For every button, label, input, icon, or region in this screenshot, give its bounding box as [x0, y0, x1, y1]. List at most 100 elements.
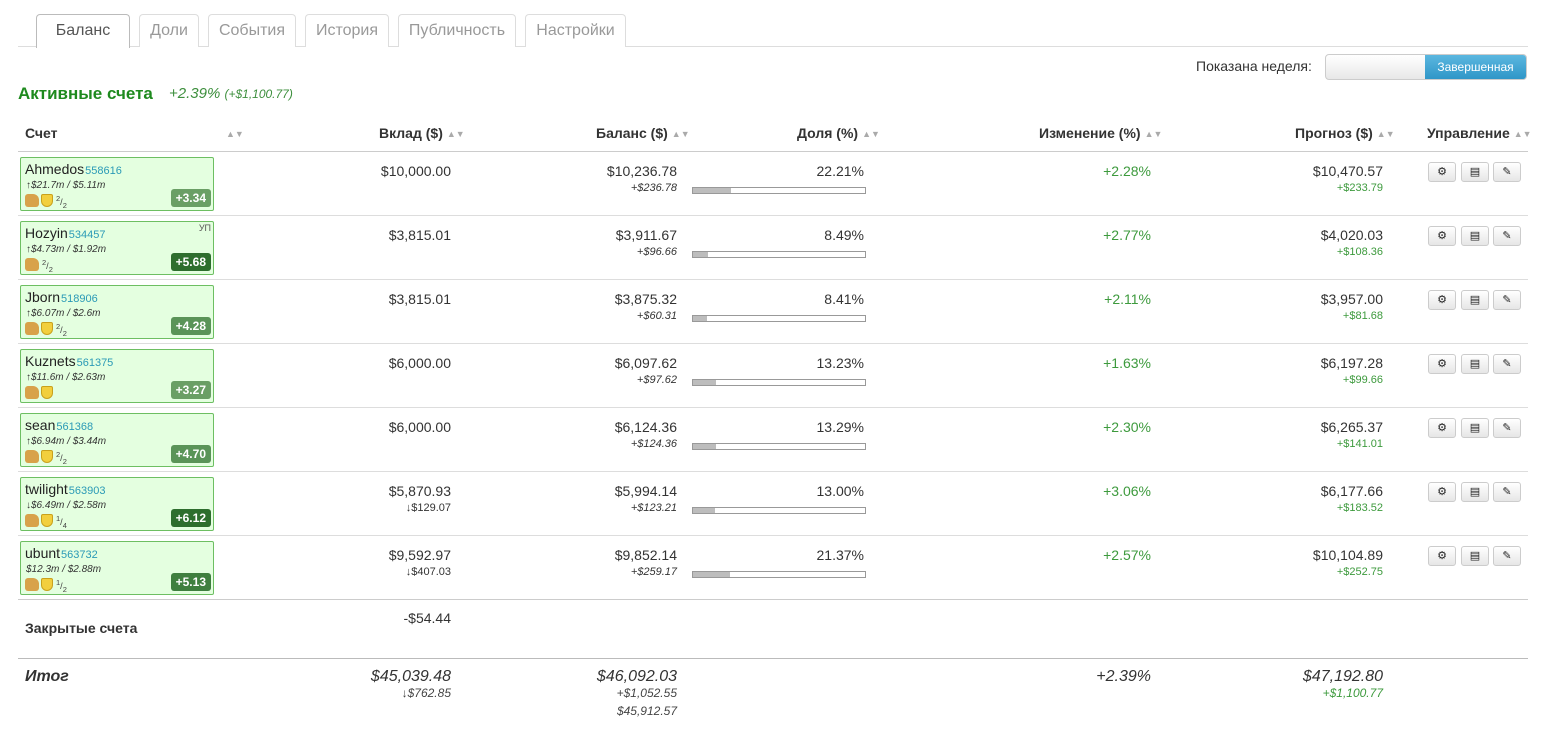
balance-value: $3,911.67: [615, 227, 677, 243]
account-card[interactable]: Kuznets561375 ↑$11.6m / $2.63m +3.27: [20, 349, 214, 403]
account-card[interactable]: ubunt563732 $12.3m / $2.88m 1/2 +5.13: [20, 541, 214, 595]
share-bar-fill: [693, 380, 716, 385]
balance-value: $6,097.62: [614, 355, 677, 371]
settings-button[interactable]: ⚙: [1428, 354, 1456, 374]
account-name[interactable]: Hozyin: [25, 225, 68, 241]
tab-shares[interactable]: Доли: [139, 14, 199, 47]
account-name[interactable]: Kuznets: [25, 353, 76, 369]
settings-button[interactable]: ⚙: [1428, 290, 1456, 310]
deposit-cell: $9,592.97 ↓$407.03: [389, 547, 451, 578]
account-flag: УП: [198, 223, 211, 233]
share-bar-fill: [693, 252, 708, 257]
account-name[interactable]: sean: [25, 417, 56, 433]
tab-settings[interactable]: Настройки: [525, 14, 626, 47]
account-number: 558616: [85, 165, 122, 177]
edit-button[interactable]: ✎: [1493, 290, 1521, 310]
week-toggle-completed[interactable]: Завершенная: [1425, 55, 1526, 79]
account-name-line: sean561368: [25, 417, 93, 433]
list-icon: ▤: [1469, 166, 1481, 178]
edit-button[interactable]: ✎: [1493, 418, 1521, 438]
sort-icon: ▲▼: [1513, 129, 1532, 139]
tab-events[interactable]: События: [208, 14, 296, 47]
gear-icon: ⚙: [1437, 486, 1447, 498]
header-divider: [18, 151, 1528, 152]
report-button[interactable]: ▤: [1461, 354, 1489, 374]
week-toggle[interactable]: Завершенная: [1325, 54, 1527, 80]
report-button[interactable]: ▤: [1461, 162, 1489, 182]
account-score-badge: +5.68: [170, 253, 211, 271]
account-card[interactable]: sean561368 ↑$6.94m / $3.44m 2/2 +4.70: [20, 413, 214, 467]
gear-icon: ⚙: [1437, 358, 1447, 370]
edit-button[interactable]: ✎: [1493, 162, 1521, 182]
account-name[interactable]: Jborn: [25, 289, 61, 305]
account-name-line: ubunt563732: [25, 545, 98, 561]
closed-accounts-label: Закрытые счета: [25, 620, 138, 636]
deposit-value: $5,870.93: [388, 483, 451, 499]
balance-sub: +$259.17: [630, 566, 677, 578]
edit-button[interactable]: ✎: [1493, 226, 1521, 246]
edit-button[interactable]: ✎: [1493, 354, 1521, 374]
edit-button[interactable]: ✎: [1493, 482, 1521, 502]
sort-account-icon[interactable]: ▲▼: [226, 129, 244, 139]
balance-value: $5,994.14: [614, 483, 677, 499]
account-badges: 2/2: [25, 258, 53, 274]
settings-button[interactable]: ⚙: [1428, 546, 1456, 566]
column-balance[interactable]: Баланс ($) ▲▼: [596, 125, 690, 141]
tab-publicity[interactable]: Публичность: [398, 14, 516, 47]
tab-history[interactable]: История: [305, 14, 389, 47]
account-score-badge: +4.70: [170, 445, 211, 463]
column-change[interactable]: Изменение (%) ▲▼: [1039, 125, 1163, 141]
active-accounts-change: +2.39% (+$1,100.77): [169, 85, 293, 102]
balance-cell: $5,994.14 +$123.21: [615, 483, 677, 514]
tab-balance[interactable]: Баланс: [36, 14, 130, 48]
account-name[interactable]: twilight: [25, 481, 68, 497]
share-bar-fill: [693, 316, 708, 321]
account-name[interactable]: ubunt: [25, 545, 61, 561]
report-button[interactable]: ▤: [1461, 290, 1489, 310]
share-bar: [692, 315, 866, 322]
share-value: 13.00%: [816, 483, 864, 499]
row-divider: [18, 343, 1528, 344]
column-manage[interactable]: Управление ▲▼: [1427, 125, 1532, 141]
forecast-cell: $3,957.00 +$81.68: [1321, 291, 1383, 322]
thumbs-up-icon: [25, 194, 39, 207]
account-badges: 2/2: [25, 194, 67, 210]
thumbs-up-icon: [25, 578, 39, 591]
share-bar: [692, 187, 866, 194]
account-card[interactable]: Hozyin534457 УП ↑$4.73m / $1.92m 2/2 +5.68: [20, 221, 214, 275]
shield-icon: [41, 578, 53, 591]
account-score-badge: +3.27: [170, 381, 211, 399]
account-card[interactable]: twilight563903 ↓$6.49m / $2.58m 1/4 +6.12: [20, 477, 214, 531]
thumbs-up-icon: [25, 514, 39, 527]
column-share[interactable]: Доля (%) ▲▼: [797, 125, 880, 141]
forecast-cell: $4,020.03 +$108.36: [1321, 227, 1383, 258]
account-name[interactable]: Ahmedos: [25, 161, 85, 177]
account-card[interactable]: Ahmedos558616 ↑$21.7m / $5.11m 2/2 +3.34: [20, 157, 214, 211]
change-value: +2.30%: [1103, 419, 1151, 435]
share-bar: [692, 379, 866, 386]
forecast-value: $10,104.89: [1312, 547, 1383, 563]
deposit-cell: $5,870.93 ↓$129.07: [389, 483, 451, 514]
settings-button[interactable]: ⚙: [1428, 482, 1456, 502]
report-button[interactable]: ▤: [1461, 482, 1489, 502]
report-button[interactable]: ▤: [1461, 546, 1489, 566]
share-value: 22.21%: [816, 163, 864, 179]
settings-button[interactable]: ⚙: [1428, 226, 1456, 246]
report-button[interactable]: ▤: [1461, 418, 1489, 438]
report-button[interactable]: ▤: [1461, 226, 1489, 246]
balance-sub: +$236.78: [630, 182, 677, 194]
column-deposit[interactable]: Вклад ($) ▲▼: [379, 125, 465, 141]
account-volume: ↑$11.6m / $2.63m: [26, 372, 106, 383]
deposit-sub: ↓$129.07: [405, 502, 451, 514]
edit-button[interactable]: ✎: [1493, 546, 1521, 566]
account-score-badge: +6.12: [170, 509, 211, 527]
column-forecast[interactable]: Прогноз ($) ▲▼: [1295, 125, 1395, 141]
settings-button[interactable]: ⚙: [1428, 418, 1456, 438]
row-divider: [18, 279, 1528, 280]
sort-icon: ▲▼: [862, 129, 880, 139]
settings-button[interactable]: ⚙: [1428, 162, 1456, 182]
account-volume: ↑$21.7m / $5.11m: [26, 180, 106, 191]
deposit-cell: $10,000.00: [381, 163, 451, 182]
column-account[interactable]: Счет: [25, 125, 58, 141]
account-card[interactable]: Jborn518906 ↑$6.07m / $2.6m 2/2 +4.28: [20, 285, 214, 339]
